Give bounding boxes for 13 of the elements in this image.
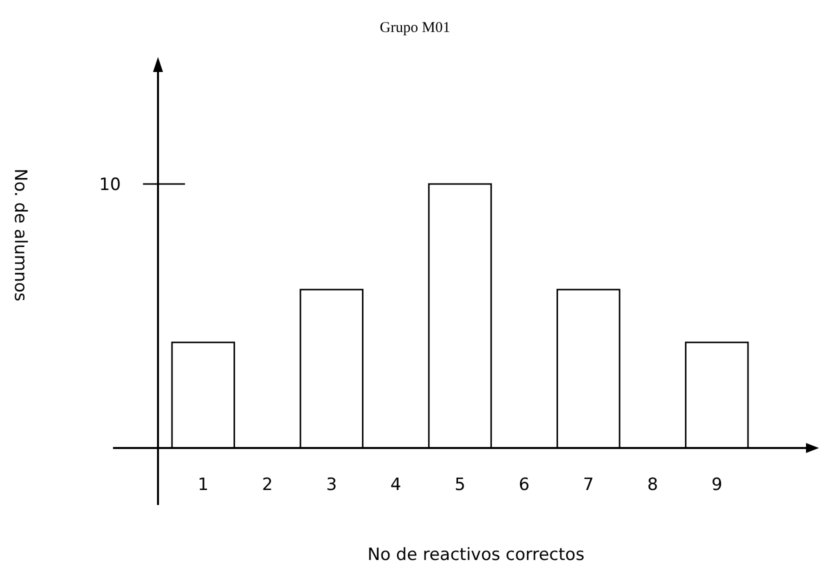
x-tick-label: 6 — [518, 475, 530, 495]
y-axis-title: No. de alumnos — [10, 168, 30, 302]
chart-title: Grupo M01 — [380, 20, 450, 36]
x-tick-label: 8 — [647, 475, 658, 495]
x-axis-title: No de reactivos correctos — [368, 545, 585, 565]
x-tick-label: 5 — [454, 475, 466, 495]
x-tick-label: 7 — [583, 475, 594, 495]
x-tick-label: 1 — [198, 475, 209, 495]
x-tick-label: 3 — [326, 475, 337, 495]
x-tick-label: 2 — [262, 475, 273, 495]
x-tick-label: 9 — [711, 475, 722, 495]
x-tick-label: 4 — [390, 475, 402, 495]
annotation: 10 — [99, 175, 121, 195]
